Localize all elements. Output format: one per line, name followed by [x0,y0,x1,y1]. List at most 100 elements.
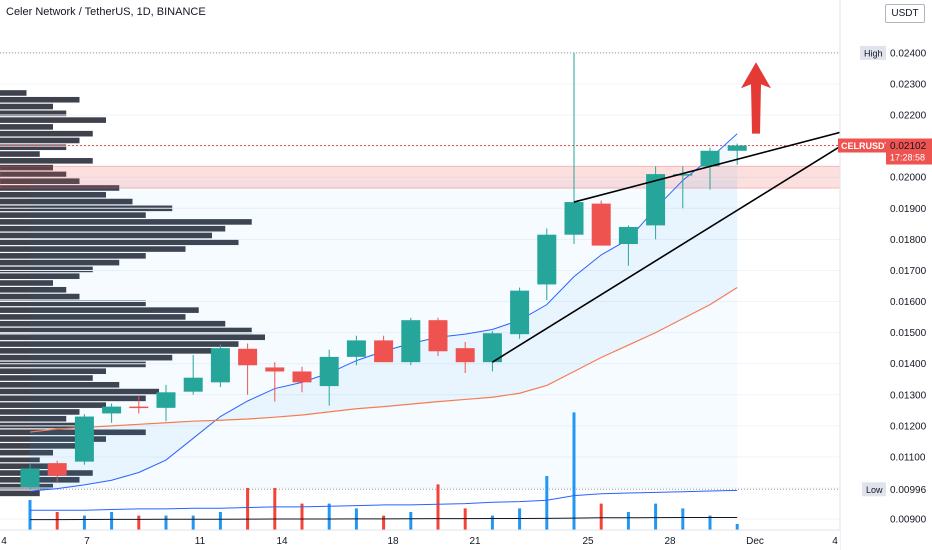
candle-body [265,367,285,372]
candle [374,335,394,363]
volume-profile-bar [0,164,53,171]
candle [20,463,40,490]
time-tick-label: 21 [469,536,481,547]
candle-body [537,234,557,285]
candle-body [346,340,366,357]
volume-profile-bar [0,300,146,307]
volume-profile-bar [0,225,226,232]
volume-bar [735,524,739,530]
time-tick-label: 25 [582,536,594,547]
high-value-bg [886,45,930,60]
volume-bar [626,512,630,530]
volume-profile-bar [0,456,40,463]
volume-bar [82,515,86,530]
high-value: 0.02400 [890,48,927,59]
volume-profile-bar [0,314,186,320]
ema-band-fill [30,133,738,492]
price-tick-label: 0.01300 [890,390,927,401]
volume-bar [382,515,386,530]
price-tick-label: 0.01500 [890,328,927,339]
high-tag: High [864,48,883,58]
time-tick-label: 28 [664,536,676,547]
volume-bar [545,476,549,530]
candle-body [510,290,530,335]
low-tag: Low [866,485,883,495]
volume-bar [246,488,250,530]
time-tick-label: 4 [1,536,7,547]
volume-profile-bar [0,110,67,117]
volume-profile-bar [0,96,80,103]
candle [401,317,421,366]
volume-bar [599,503,603,530]
symbol-tag: CELRUSDT [841,141,891,151]
price-axis: 0.024000.023000.022000.021000.020000.019… [838,0,932,550]
candle-body [401,320,421,363]
volume-profile-bar [0,158,93,164]
wedge-lower-line [491,125,874,363]
volume-profile-bar [0,361,146,368]
volume-profile-bar [0,185,120,191]
price-tick-label: 0.01600 [890,297,927,308]
volume-profile-bar [0,232,212,239]
volume-bar [327,503,331,530]
volume-profile [0,90,265,497]
candle-body [74,416,94,462]
candle [102,403,122,423]
volume-profile-bar [0,259,120,266]
volume-profile-bar [0,280,53,286]
candle-body [673,174,693,176]
candle-body [646,174,666,226]
volume-profile-bar [0,293,80,300]
candle-body [700,150,720,167]
volume-ma-line [30,516,738,521]
candle-body [591,203,611,246]
volume-bar [654,503,658,530]
candle-body [428,320,448,352]
volume-profile-bar [0,395,146,402]
volume-bars [28,412,739,530]
volume-bar [55,512,59,530]
candle-body [455,348,475,363]
volume-profile-bar [0,124,53,130]
volume-profile-bar [0,266,93,273]
volume-bar [518,508,522,530]
time-tick-label: Dec [746,536,764,547]
candle-body [374,340,394,363]
price-tick-label: 0.01900 [890,204,927,215]
volume-profile-bar [0,246,186,252]
candle-body [102,406,122,414]
candle [482,331,502,372]
volume-profile-bar [0,130,93,137]
chart-title: Celer Network / TetherUS, 1D, BINANCE [6,6,206,18]
volume-bar [273,488,277,530]
candle-body [238,348,258,366]
volume-ma2-line [30,489,738,511]
time-tick-label: 7 [84,536,90,547]
volume-profile-bar [0,334,265,341]
candles [20,52,747,490]
candle [428,317,448,356]
volume-bar [110,512,114,530]
candle-body [564,202,584,235]
volume-profile-bar [0,191,106,198]
volume-profile-bar [0,327,252,334]
currency-selector[interactable]: USDT [885,4,925,23]
volume-profile-bar [0,178,80,184]
candle-body [183,377,203,392]
low-value: 0.00996 [890,485,927,496]
candle-body [156,392,176,408]
volume-profile-bar [0,463,67,470]
time-tick-label: 4 [832,536,838,547]
volume-bar [681,508,685,530]
volume-profile-bar [0,137,80,144]
volume-bar [708,515,712,530]
candle-body [618,226,638,245]
volume-bar [436,484,440,530]
candle [700,147,720,190]
candle-body [210,348,230,383]
price-tick-label: 0.01400 [890,359,927,370]
volume-profile-bar [0,212,146,218]
countdown: 17:28:58 [890,152,925,162]
volume-bar [463,508,467,530]
